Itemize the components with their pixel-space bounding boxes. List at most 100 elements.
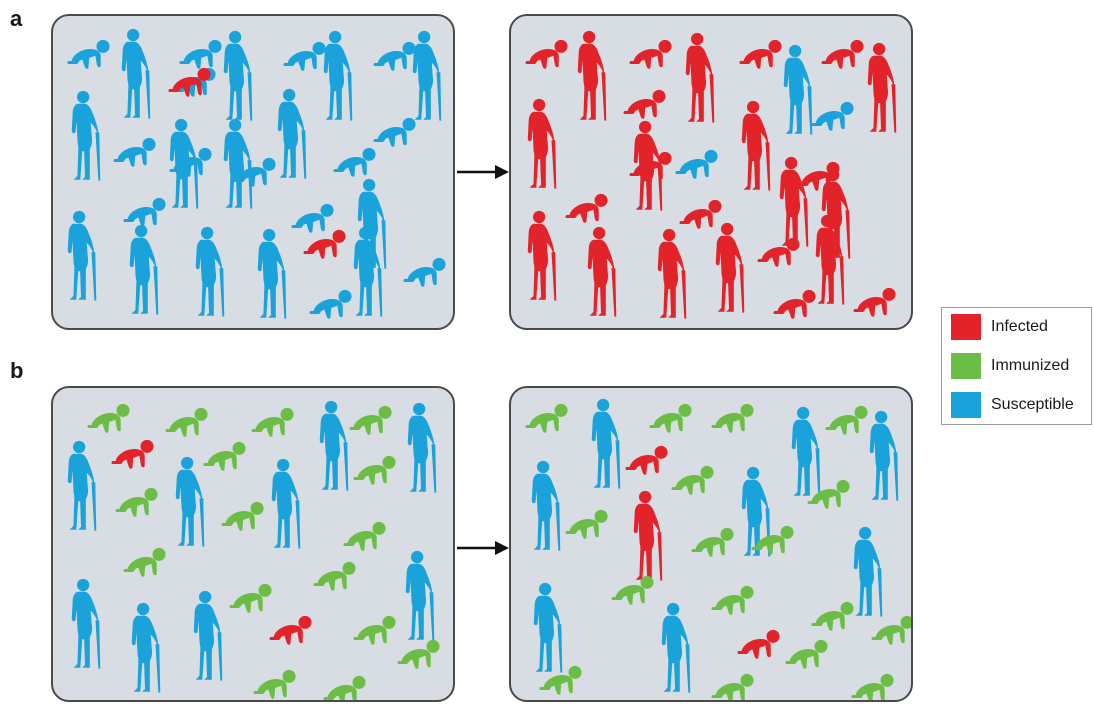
arrow-b (457, 541, 509, 555)
infant-immunized-icon (525, 402, 571, 438)
elderly-person-infected-icon (681, 30, 719, 126)
infant-immunized-icon (353, 454, 399, 490)
infant-immunized-icon (851, 672, 897, 702)
infant-susceptible-icon (233, 156, 279, 192)
panel-b-after (509, 386, 913, 702)
elderly-person-susceptible-icon (315, 398, 353, 494)
infant-infected-icon (168, 66, 214, 102)
infant-susceptible-icon (403, 256, 449, 292)
infant-immunized-icon (649, 402, 695, 438)
infant-infected-icon (303, 228, 349, 264)
elderly-person-susceptible-icon (219, 28, 257, 124)
infant-susceptible-icon (333, 146, 379, 182)
infant-immunized-icon (751, 524, 797, 560)
elderly-person-susceptible-icon (63, 208, 101, 304)
infant-immunized-icon (807, 478, 853, 514)
infant-immunized-icon (711, 672, 757, 702)
elderly-person-susceptible-icon (267, 456, 305, 552)
elderly-person-infected-icon (573, 28, 611, 124)
infant-infected-icon (629, 38, 675, 74)
infant-immunized-icon (253, 668, 299, 702)
arrow-a (457, 165, 509, 179)
infant-infected-icon (625, 444, 671, 480)
legend-item-immunized: Immunized (951, 353, 1091, 379)
infant-infected-icon (773, 288, 819, 324)
infant-immunized-icon (165, 406, 211, 442)
elderly-person-susceptible-icon (657, 600, 695, 696)
infant-immunized-icon (343, 520, 389, 556)
infant-immunized-icon (87, 402, 133, 438)
infant-immunized-icon (811, 600, 857, 636)
infant-susceptible-icon (309, 288, 355, 324)
infant-immunized-icon (229, 582, 275, 618)
elderly-person-infected-icon (737, 98, 775, 194)
legend-item-susceptible: Susceptible (951, 392, 1091, 418)
infant-infected-icon (525, 38, 571, 74)
elderly-person-susceptible-icon (117, 26, 155, 122)
elderly-person-infected-icon (523, 96, 561, 192)
infant-immunized-icon (785, 638, 831, 674)
elderly-person-susceptible-icon (401, 548, 439, 644)
infant-immunized-icon (565, 508, 611, 544)
elderly-person-susceptible-icon (529, 580, 567, 676)
infant-immunized-icon (123, 546, 169, 582)
elderly-person-infected-icon (523, 208, 561, 304)
infant-susceptible-icon (811, 100, 857, 136)
panel-b-label: b (10, 358, 24, 383)
elderly-person-susceptible-icon (191, 224, 229, 320)
panel-b-before (51, 386, 455, 702)
infant-immunized-icon (397, 638, 443, 674)
elderly-person-susceptible-icon (189, 588, 227, 684)
elderly-person-infected-icon (711, 220, 749, 316)
infected-swatch (951, 314, 981, 340)
elderly-person-susceptible-icon (865, 408, 903, 504)
infant-immunized-icon (611, 574, 657, 610)
infant-immunized-icon (711, 584, 757, 620)
elderly-person-susceptible-icon (125, 222, 163, 318)
infant-immunized-icon (349, 404, 395, 440)
panel-a-after (509, 14, 913, 330)
elderly-person-susceptible-icon (403, 400, 441, 496)
infant-immunized-icon (323, 674, 369, 702)
elderly-person-susceptible-icon (587, 396, 625, 492)
infant-immunized-icon (221, 500, 267, 536)
elderly-person-infected-icon (629, 488, 667, 584)
infant-immunized-icon (871, 614, 913, 650)
infant-immunized-icon (251, 406, 297, 442)
infant-immunized-icon (671, 464, 717, 500)
elderly-person-infected-icon (863, 40, 901, 136)
immunized-swatch (951, 353, 981, 379)
elderly-person-susceptible-icon (527, 458, 565, 554)
panel-a-before (51, 14, 455, 330)
elderly-person-susceptible-icon (253, 226, 291, 322)
susceptible-swatch (951, 392, 981, 418)
elderly-person-infected-icon (583, 224, 621, 320)
elderly-person-susceptible-icon (63, 438, 101, 534)
infant-susceptible-icon (675, 148, 721, 184)
infant-infected-icon (565, 192, 611, 228)
infant-immunized-icon (711, 402, 757, 438)
legend: Infected Immunized Susceptible (941, 307, 1092, 425)
legend-label-infected: Infected (991, 318, 1048, 335)
infant-immunized-icon (203, 440, 249, 476)
infant-immunized-icon (691, 526, 737, 562)
infant-infected-icon (737, 628, 783, 664)
infant-infected-icon (821, 38, 867, 74)
infant-infected-icon (853, 286, 899, 322)
panel-a-label: a (10, 6, 23, 31)
infant-infected-icon (629, 150, 675, 186)
infant-immunized-icon (539, 664, 585, 700)
elderly-person-infected-icon (653, 226, 691, 322)
infant-infected-icon (111, 438, 157, 474)
legend-label-immunized: Immunized (991, 357, 1070, 374)
elderly-person-susceptible-icon (319, 28, 357, 124)
elderly-person-susceptible-icon (171, 454, 209, 550)
infant-susceptible-icon (113, 136, 159, 172)
legend-item-infected: Infected (951, 314, 1091, 340)
legend-label-susceptible: Susceptible (991, 396, 1074, 413)
elderly-person-susceptible-icon (127, 600, 165, 696)
elderly-person-susceptible-icon (67, 88, 105, 184)
infant-susceptible-icon (67, 38, 113, 74)
infant-infected-icon (757, 236, 803, 272)
infant-immunized-icon (115, 486, 161, 522)
